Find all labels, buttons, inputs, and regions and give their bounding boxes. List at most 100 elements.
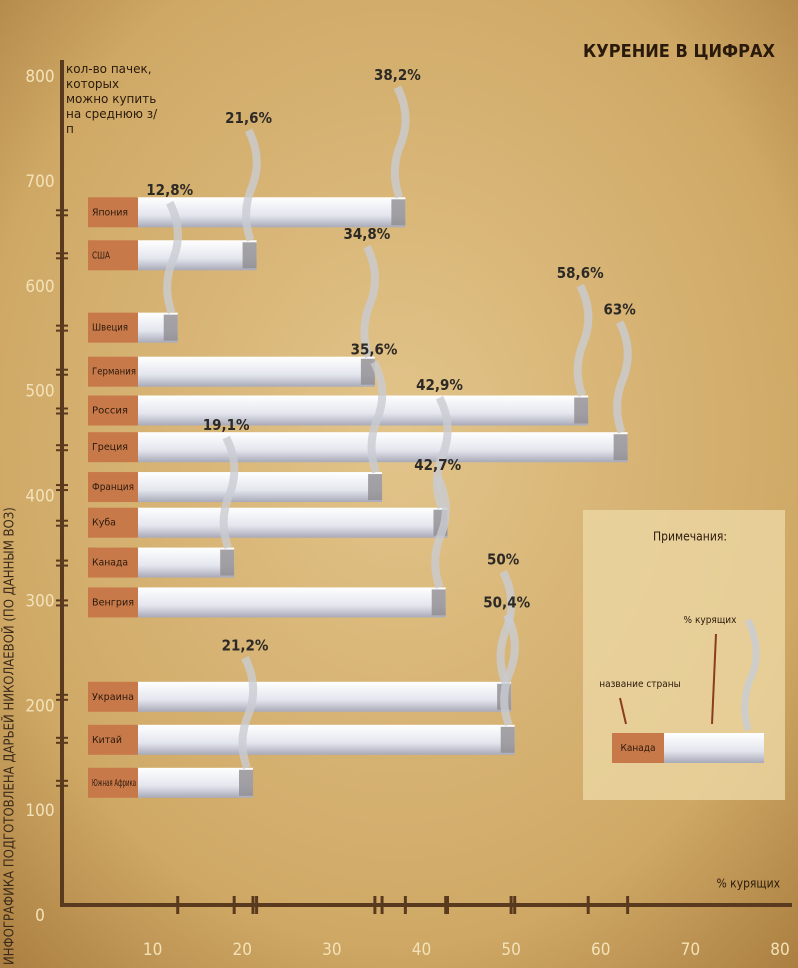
legend-pointer bbox=[619, 697, 627, 725]
y-tick-label: 600 bbox=[25, 277, 54, 297]
smoke bbox=[163, 200, 182, 315]
ash bbox=[163, 314, 178, 341]
percent-label: 42,9% bbox=[416, 376, 463, 394]
cigarette-group: Франция 35,6% bbox=[56, 341, 398, 914]
filter bbox=[88, 587, 138, 618]
legend-country-label: название страны bbox=[599, 679, 681, 690]
cigarette bbox=[137, 240, 257, 271]
smoke bbox=[242, 128, 261, 242]
cigarette-group: Канада 19,1% bbox=[56, 416, 250, 914]
country-label: Россия bbox=[92, 406, 128, 417]
cigarette-group: Япония 38,2% bbox=[56, 66, 421, 914]
filter bbox=[88, 507, 138, 538]
cigarette-group: США 21,6% bbox=[56, 109, 272, 914]
cigarette-group: Венгрия 42,7% bbox=[56, 456, 462, 914]
x-tick-label: 40 bbox=[412, 940, 431, 960]
x-tick-label: 60 bbox=[591, 940, 610, 960]
country-label: Венгрия bbox=[92, 597, 134, 608]
x-tick-label: 30 bbox=[322, 940, 341, 960]
ash bbox=[391, 199, 406, 226]
percent-label: 21,6% bbox=[225, 109, 272, 127]
ash bbox=[574, 397, 589, 424]
credit: ИНФОГРАФИКА ПОДГОТОВЛЕНА ДАРЬЕЙ НИКОЛАЕВ… bbox=[2, 507, 18, 965]
y-tick-label: 300 bbox=[25, 591, 54, 611]
y-tick-label: 500 bbox=[25, 382, 54, 402]
smoke bbox=[360, 244, 380, 359]
y-axis-label-box: кол-во пачек, которых можно купить на ср… bbox=[66, 62, 158, 136]
country-label: Куба bbox=[92, 517, 116, 529]
country-label: Швеция bbox=[92, 323, 128, 334]
filter bbox=[88, 312, 138, 343]
ash bbox=[239, 769, 254, 796]
legend-filter bbox=[612, 733, 664, 763]
cigarette bbox=[137, 547, 235, 578]
y-axis-label: кол-во пачек, которых можно купить на ср… bbox=[66, 62, 158, 136]
x-tick-label: 80 bbox=[770, 940, 789, 960]
cigarette bbox=[137, 472, 383, 503]
smoke bbox=[432, 395, 452, 510]
country-label: Украина bbox=[92, 692, 134, 703]
cigarette-group: Греция 63% bbox=[56, 301, 636, 914]
y-tick-label: 0 bbox=[35, 906, 45, 926]
x-tick-label: 70 bbox=[681, 940, 700, 960]
cigarette-group: Россия 58,6% bbox=[56, 264, 604, 914]
smoke bbox=[238, 655, 258, 770]
cigarette-group: Германия 34,8% bbox=[56, 225, 391, 914]
ash bbox=[360, 358, 375, 385]
cigarette bbox=[137, 432, 628, 463]
country-label: Южная Африка bbox=[92, 778, 136, 789]
x-tick-label: 50 bbox=[501, 940, 520, 960]
filter bbox=[88, 681, 138, 712]
country-label: США bbox=[92, 250, 111, 261]
legend: Примечания: название страны % курящих Ка… bbox=[25, 66, 789, 960]
country-label: Канада bbox=[92, 558, 128, 569]
percent-label: 63% bbox=[603, 301, 636, 319]
smoke bbox=[367, 360, 387, 474]
x-tick-label: 10 bbox=[143, 940, 162, 960]
percent-label: 58,6% bbox=[557, 264, 604, 282]
legend-pointer bbox=[711, 633, 717, 725]
cigarette bbox=[137, 587, 446, 618]
cigarette bbox=[137, 395, 589, 426]
country-label: Китай bbox=[92, 735, 122, 746]
legend-title: Примечания: bbox=[653, 530, 727, 544]
filter bbox=[88, 472, 138, 503]
cigarette bbox=[137, 507, 448, 538]
filter bbox=[88, 395, 138, 426]
y-tick-label: 200 bbox=[25, 696, 54, 716]
country-label: Франция bbox=[92, 482, 134, 493]
y-tick-label: 700 bbox=[25, 172, 54, 192]
ash bbox=[368, 474, 383, 501]
smoke bbox=[573, 283, 593, 397]
country-label: Германия bbox=[92, 367, 136, 378]
cigarette-group: Южная Африка 21,2% bbox=[56, 636, 269, 914]
legend-percent-label: % курящих bbox=[684, 615, 738, 626]
legend-sample: Канада bbox=[620, 743, 655, 754]
smoke bbox=[500, 612, 519, 727]
percent-label: 34,8% bbox=[343, 225, 390, 243]
cigarette bbox=[137, 356, 375, 387]
ash bbox=[500, 726, 515, 753]
filter bbox=[88, 240, 138, 271]
smoke bbox=[219, 435, 239, 549]
cigarette bbox=[137, 724, 515, 755]
y-tick-label: 800 bbox=[25, 67, 54, 87]
chart-title: КУРЕНИЕ В ЦИФРАХ bbox=[583, 41, 775, 62]
filter bbox=[88, 547, 138, 578]
filter bbox=[88, 724, 138, 755]
percent-label: 38,2% bbox=[374, 66, 421, 84]
filter bbox=[88, 197, 138, 228]
percent-label: 42,7% bbox=[414, 456, 461, 474]
legend-cigarette bbox=[664, 733, 764, 763]
filter bbox=[88, 432, 138, 463]
ash bbox=[220, 549, 235, 576]
ash bbox=[431, 589, 446, 616]
percent-label: 12,8% bbox=[146, 181, 193, 199]
percent-label: 50% bbox=[487, 550, 520, 568]
smoke bbox=[613, 320, 632, 434]
y-tick-label: 100 bbox=[25, 801, 54, 821]
percent-label: 19,1% bbox=[203, 416, 250, 434]
cigarette-group: Украина 50% bbox=[56, 550, 520, 914]
country-label: Япония bbox=[92, 207, 128, 218]
x-axis-label: % курящих bbox=[716, 877, 780, 891]
